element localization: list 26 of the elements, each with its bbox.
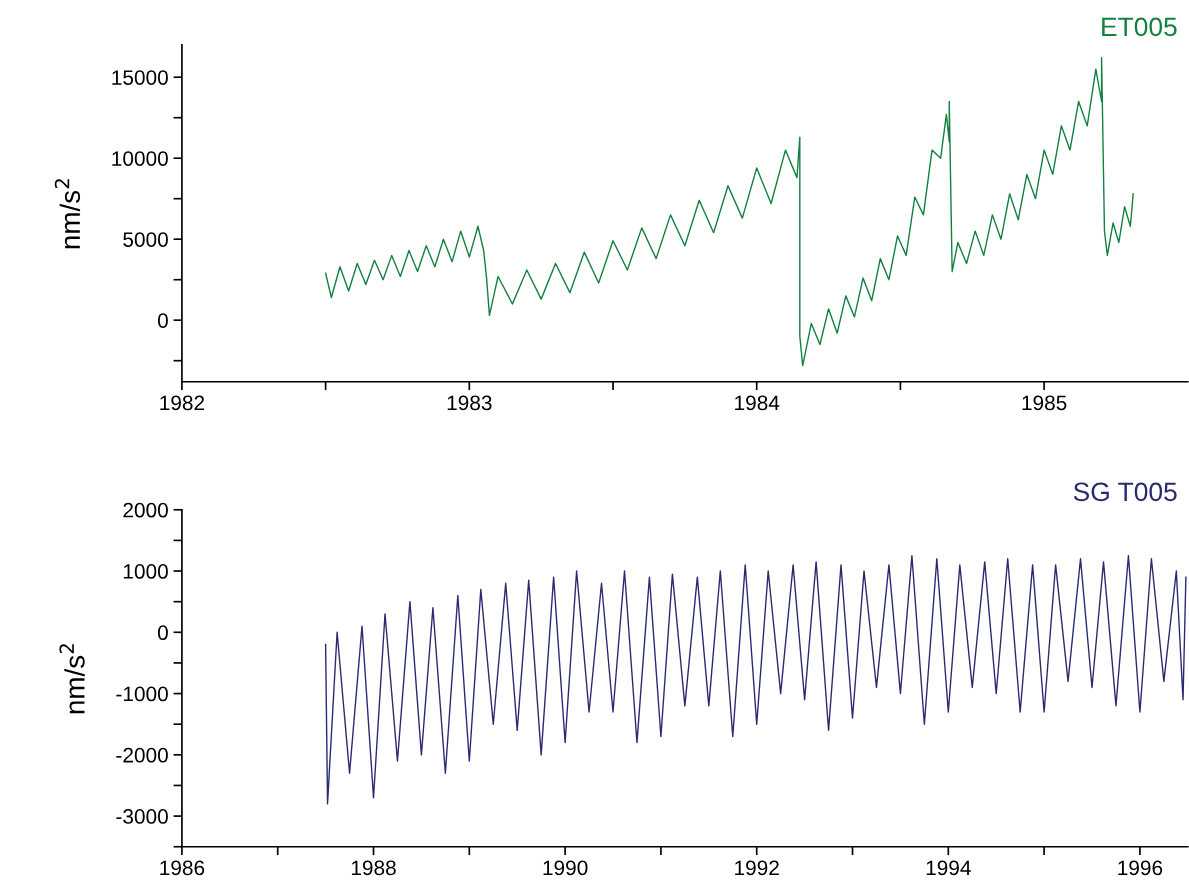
x-tick-label: 1990 xyxy=(543,860,588,876)
y-tick-label: -3000 xyxy=(116,809,168,824)
x-tick-label: 1984 xyxy=(735,395,780,411)
y-tick-label: 2000 xyxy=(123,502,168,518)
x-tick-label: 1982 xyxy=(160,395,205,411)
y-tick-label: 5000 xyxy=(123,232,168,247)
y-tick-label: -2000 xyxy=(116,747,168,763)
y-tick-label: -1000 xyxy=(116,686,168,702)
text: SG T005 xyxy=(1073,482,1177,502)
y-axis-title: nm/s$^{2}$ xyxy=(54,179,81,249)
line-series xyxy=(324,57,1134,367)
series-label: ET005 xyxy=(1102,17,1177,37)
y-axis-title: nm/s$^{2}$ xyxy=(59,644,85,714)
x-tick-label: 1988 xyxy=(351,860,396,876)
x-tick-label: 1983 xyxy=(447,395,492,411)
x-tick-label: 1986 xyxy=(160,860,205,876)
x-tick-label: 1985 xyxy=(1022,395,1067,411)
x-tick-label: 1996 xyxy=(1118,860,1163,876)
x-tick-label: 1992 xyxy=(735,860,779,876)
x-tick-label: 1994 xyxy=(926,860,971,876)
y-tick-label: 1000 xyxy=(123,564,168,579)
y-tick-label: 0 xyxy=(157,313,168,328)
y-tick-label: 15000 xyxy=(112,70,168,85)
line-series xyxy=(324,555,1187,805)
y-tick-label: 10000 xyxy=(112,151,168,166)
y-tick-label: 0 xyxy=(157,625,168,641)
